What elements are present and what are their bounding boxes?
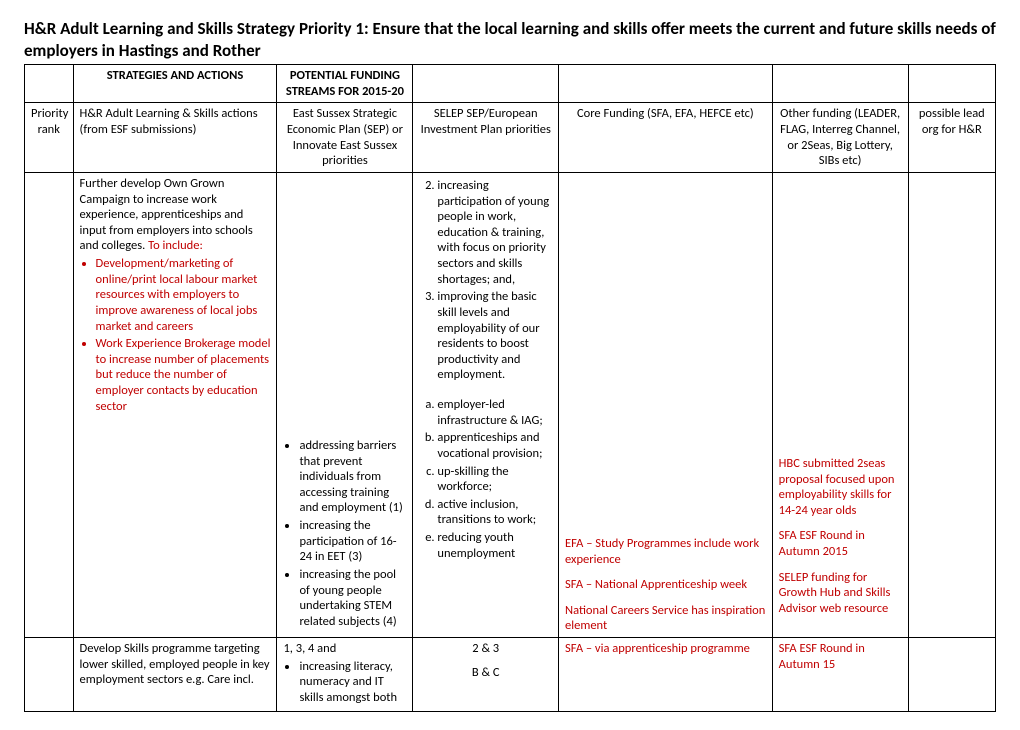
table-subheader-row: Priority rank H&R Adult Learning & Skill… — [25, 103, 996, 173]
sep-bullet: increasing literacy, numeracy and IT ski… — [299, 659, 406, 706]
selep-num: increasing participation of young people… — [437, 178, 552, 287]
page-title: H&R Adult Learning and Skills Strategy P… — [24, 18, 996, 62]
cell-action: Further develop Own Grown Campaign to in… — [73, 172, 277, 637]
cell-sep: 1, 3, 4 and increasing literacy, numerac… — [277, 638, 413, 712]
hdr-blank7 — [908, 65, 995, 103]
cell-action: Develop Skills programme targeting lower… — [73, 638, 277, 712]
sub-other: Other funding (LEADER, FLAG, Interreg Ch… — [772, 103, 908, 173]
cell-other: HBC submitted 2seas proposal focused upo… — [772, 172, 908, 637]
cell-rank — [25, 638, 74, 712]
cell-core: EFA – Study Programmes include work expe… — [559, 172, 773, 637]
other-line: HBC submitted 2seas proposal focused upo… — [779, 456, 902, 519]
sep-line: 1, 3, 4 and — [283, 641, 336, 656]
strategy-table: STRATEGIES AND ACTIONS POTENTIAL FUNDING… — [24, 64, 996, 711]
cell-core: SFA – via apprenticeship programme — [559, 638, 773, 712]
sep-bullet: addressing barriers that prevent individ… — [299, 438, 406, 516]
sub-selep: SELEP SEP/European Investment Plan prior… — [413, 103, 559, 173]
other-line: SFA ESF Round in Autumn 15 — [779, 641, 865, 672]
sep-bullet: increasing the pool of young people unde… — [299, 567, 406, 630]
selep-letter: apprenticeships and vocational provision… — [437, 430, 552, 461]
sub-lead: possible lead org for H&R — [908, 103, 995, 173]
cell-selep: increasing participation of young people… — [413, 172, 559, 637]
hdr-blank1 — [25, 65, 74, 103]
hdr-blank6 — [772, 65, 908, 103]
cell-other: SFA ESF Round in Autumn 15 — [772, 638, 908, 712]
other-line: SFA ESF Round in Autumn 2015 — [779, 528, 902, 559]
action-bullet: Work Experience Brokerage model to incre… — [96, 336, 271, 414]
core-line: SFA – via apprenticeship programme — [565, 641, 750, 656]
cell-sep: addressing barriers that prevent individ… — [277, 172, 413, 637]
selep-letter: up-skilling the workforce; — [437, 464, 552, 495]
selep-letter: employer-led infrastructure & IAG; — [437, 397, 552, 428]
selep-num: improving the basic skill levels and emp… — [437, 289, 552, 383]
cell-lead — [908, 172, 995, 637]
cell-selep: 2 & 3 B & C — [413, 638, 559, 712]
cell-rank — [25, 172, 74, 637]
hdr-funding: POTENTIAL FUNDING STREAMS FOR 2015-20 — [277, 65, 413, 103]
sub-core: Core Funding (SFA, EFA, HEFCE etc) — [559, 103, 773, 173]
core-line: EFA – Study Programmes include work expe… — [565, 536, 766, 567]
sub-sep: East Sussex Strategic Economic Plan (SEP… — [277, 103, 413, 173]
selep-letter: reducing youth unemployment — [437, 530, 552, 561]
hdr-blank5 — [559, 65, 773, 103]
other-line: SELEP funding for Growth Hub and Skills … — [779, 570, 902, 617]
action-toinclude: To include: — [145, 238, 203, 253]
hdr-strategies: STRATEGIES AND ACTIONS — [73, 65, 277, 103]
sub-actions: H&R Adult Learning & Skills actions (fro… — [73, 103, 277, 173]
sub-rank: Priority rank — [25, 103, 74, 173]
core-line: SFA – National Apprenticeship week — [565, 577, 766, 593]
table-header-row: STRATEGIES AND ACTIONS POTENTIAL FUNDING… — [25, 65, 996, 103]
table-row: Further develop Own Grown Campaign to in… — [25, 172, 996, 637]
selep-line: 2 & 3 — [419, 641, 552, 657]
cell-lead — [908, 638, 995, 712]
selep-letter: active inclusion, transitions to work; — [437, 497, 552, 528]
sep-bullet: increasing the participation of 16-24 in… — [299, 518, 406, 565]
hdr-blank4 — [413, 65, 559, 103]
table-row: Develop Skills programme targeting lower… — [25, 638, 996, 712]
selep-line: B & C — [419, 665, 552, 681]
core-line: National Careers Service has inspiration… — [565, 603, 766, 634]
action-bullet: Development/marketing of online/print lo… — [96, 256, 271, 334]
